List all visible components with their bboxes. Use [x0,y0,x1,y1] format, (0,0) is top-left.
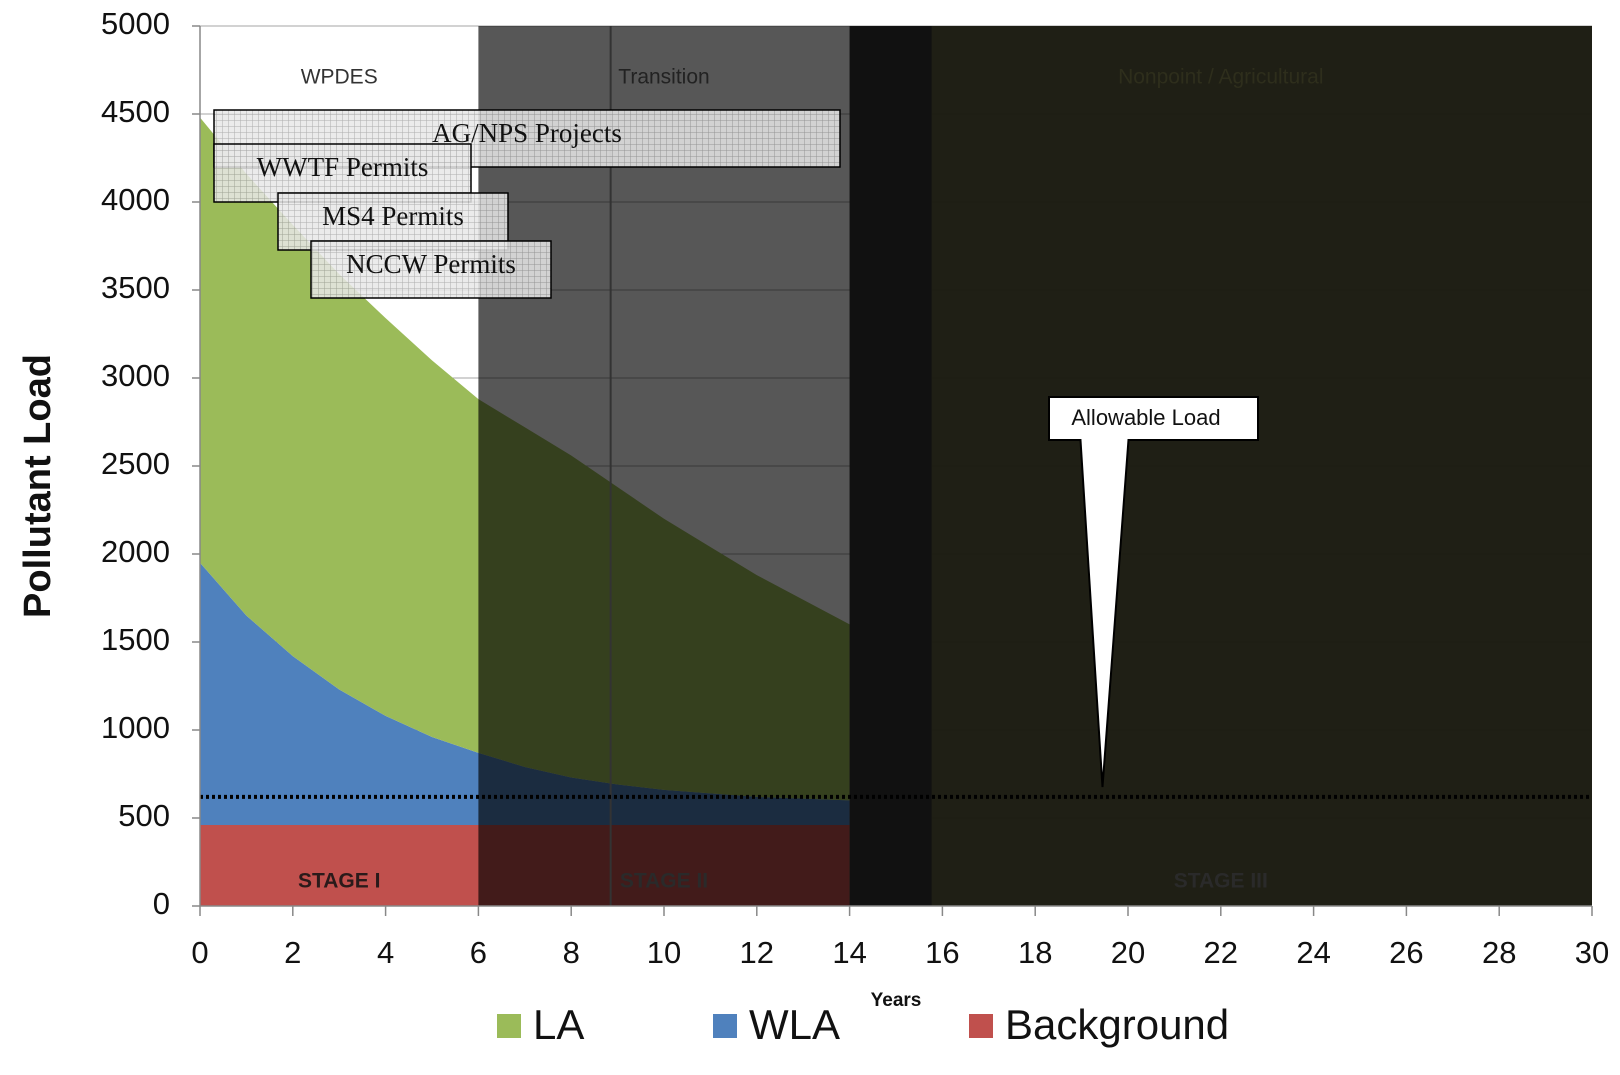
legend-label: Background [1005,1001,1229,1048]
x-tick-label: 30 [1575,935,1609,970]
x-tick-label: 18 [1018,935,1052,970]
y-tick-label: 1000 [101,710,170,745]
phase-strip [849,26,932,906]
x-tick-label: 28 [1482,935,1516,970]
y-tick-label: 5000 [101,6,170,41]
stage-label: STAGE I [298,870,380,893]
x-tick-label: 16 [925,935,959,970]
x-tick-label: 2 [284,935,301,970]
legend-swatch [969,1014,993,1038]
y-tick-label: 4000 [101,182,170,217]
y-tick-label: 3500 [101,270,170,305]
legend-swatch [497,1014,521,1038]
y-tick-label: 3000 [101,358,170,393]
x-tick-label: 10 [647,935,681,970]
stage-label: STAGE III [1174,870,1268,893]
phase-region [849,26,1592,906]
x-tick-label: 0 [191,935,208,970]
x-tick-label: 6 [470,935,487,970]
y-tick-label: 4500 [101,94,170,129]
legend-swatch [713,1014,737,1038]
x-tick-label: 26 [1389,935,1423,970]
x-tick-label: 20 [1111,935,1145,970]
permit-box [310,240,552,299]
x-tick-label: 8 [563,935,580,970]
y-tick-label: 1500 [101,622,170,657]
permit-label: AG/NPS Projects [432,118,622,148]
x-tick-label: 12 [740,935,774,970]
callout [1048,396,1259,788]
legend-label: WLA [749,1001,840,1048]
stage-label: STAGE II [620,870,708,893]
y-tick-label: 500 [118,798,170,833]
callout-label: Allowable Load [1071,405,1220,430]
y-axis-label: Pollutant Load [17,354,59,618]
x-tick-label: 24 [1296,935,1330,970]
y-tick-label: 2500 [101,446,170,481]
phase-label: Transition [618,66,709,89]
phase-label: WPDES [301,66,378,89]
phase-region [478,26,850,906]
legend-label: LA [533,1001,584,1048]
y-tick-label: 0 [153,886,170,921]
y-tick-label: 2000 [101,534,170,569]
phase-label: Nonpoint / Agricultural [1118,66,1323,89]
x-tick-label: 22 [1204,935,1238,970]
area [200,562,850,826]
permit-label: NCCW Permits [346,249,516,279]
permit-label: MS4 Permits [322,201,464,231]
permit-label: WWTF Permits [257,152,429,182]
x-tick-label: 4 [377,935,394,970]
x-tick-label: 14 [832,935,866,970]
x-axis-label: Years [871,990,922,1011]
